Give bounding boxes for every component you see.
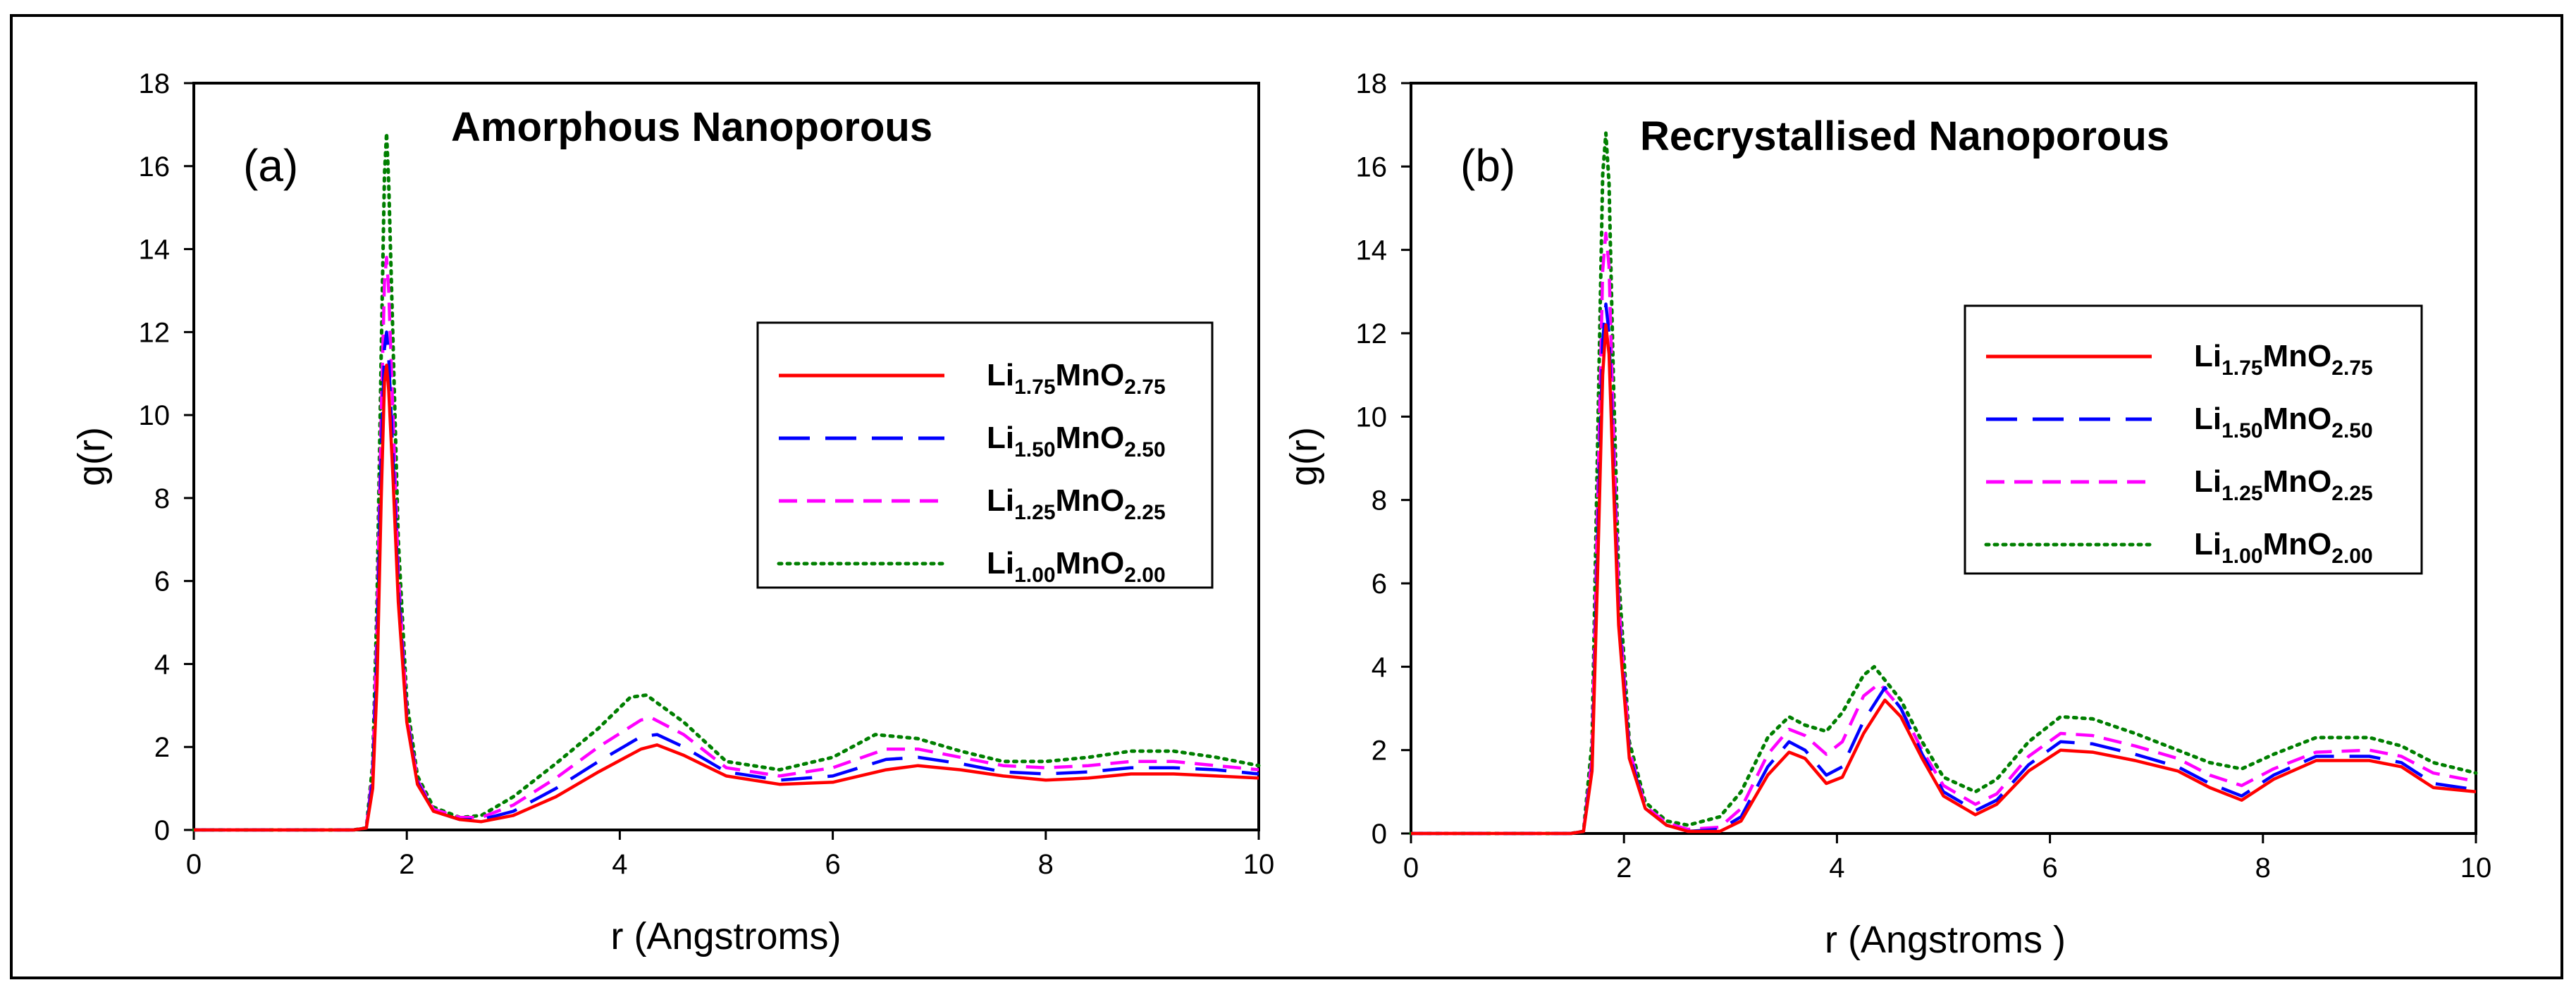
y-tick-label: 12	[139, 317, 171, 348]
legend-entry-label: Li1.50MnO2.50	[2194, 402, 2373, 442]
chart-title-a: Amorphous Nanoporous	[451, 104, 932, 150]
y-tick-label: 8	[154, 483, 170, 514]
y-axis-label-a: g(r)	[70, 427, 113, 486]
legend-b: Li1.75MnO2.75 Li1.50MnO2.50 Li1.25MnO2.25 L…	[1964, 304, 2423, 575]
x-axis-label-a: r (Angstroms)	[610, 915, 841, 957]
chart-title-b: Recrystallised Nanoporous	[1640, 113, 2169, 159]
y-tick-label: 8	[1372, 485, 1387, 516]
y-tick-label: 10	[139, 400, 171, 431]
legend-box-a	[756, 321, 1214, 589]
y-tick-label: 14	[139, 235, 171, 266]
y-tick-label: 14	[1356, 235, 1388, 266]
series-line-li1-75mno2-75	[1411, 323, 2477, 836]
x-tick-label: 2	[399, 849, 414, 880]
y-tick-label: 12	[1356, 318, 1388, 349]
series-line-li1-00mno2-00	[1409, 131, 2478, 836]
panel-b: 0 2 4 6 8 10 0 2 4 6 8 10 12 14 16 18 (b) Recrystallise…	[1283, 68, 2491, 961]
legend-entry-label: Li1.75MnO2.75	[987, 358, 1166, 399]
panel-label-b: (b)	[1460, 140, 1515, 191]
axis-ticks-b: 0 2 4 6 8 10 0 2 4 6 8 10 12 14 16 18	[1356, 68, 2492, 884]
y-tick-label: 6	[154, 566, 170, 597]
legend-box-b	[1964, 304, 2423, 575]
y-tick-label: 4	[1372, 652, 1387, 683]
legend-entry-label: Li1.25MnO2.25	[2194, 464, 2373, 505]
series-line-li1-50mno2-50	[1411, 302, 2477, 836]
panel-a: 0 2 4 6 8 10 0 2 4 6 8 10 12 14 16 18 (a) Amorphous Nan…	[70, 68, 1274, 957]
legend-entry-label: Li1.50MnO2.50	[987, 421, 1166, 461]
series-lines-a	[192, 131, 1261, 832]
y-tick-label: 10	[1356, 402, 1388, 433]
y-tick-label: 2	[154, 732, 170, 763]
legend-entry-label: Li1.00MnO2.00	[2194, 527, 2373, 568]
series-lines-b	[1409, 131, 2478, 836]
legend-entry-label: Li1.00MnO2.00	[987, 546, 1166, 587]
x-tick-label: 4	[1829, 852, 1844, 884]
series-line-li1-25mno2-25	[1411, 231, 2477, 836]
x-tick-label: 6	[2042, 852, 2057, 884]
y-tick-label: 0	[1372, 819, 1387, 850]
y-axis-label-b: g(r)	[1283, 427, 1325, 486]
legend-entry-label: Li1.75MnO2.75	[2194, 339, 2373, 380]
x-tick-label: 8	[2255, 852, 2271, 884]
x-tick-label: 8	[1038, 849, 1054, 880]
x-tick-label: 4	[612, 849, 627, 880]
y-tick-label: 18	[1356, 68, 1388, 99]
x-tick-label: 0	[186, 849, 202, 880]
x-tick-label: 2	[1616, 852, 1632, 884]
x-axis-label-b: r (Angstroms )	[1825, 919, 2066, 961]
x-tick-label: 10	[2460, 852, 2492, 884]
y-tick-label: 6	[1372, 569, 1387, 600]
x-tick-label: 10	[1243, 849, 1275, 880]
x-tick-label: 0	[1403, 852, 1419, 884]
panel-label-a: (a)	[243, 140, 298, 191]
series-line-li1-75mno2-75	[194, 364, 1259, 832]
series-line-li1-00mno2-00	[192, 131, 1261, 832]
y-tick-label: 2	[1372, 736, 1387, 767]
x-tick-label: 6	[825, 849, 840, 880]
axis-ticks-a: 0 2 4 6 8 10 0 2 4 6 8 10 12 14 16 18	[139, 68, 1275, 880]
y-tick-label: 18	[139, 68, 171, 99]
legend-entry-label: Li1.25MnO2.25	[987, 483, 1166, 524]
y-tick-label: 16	[1356, 151, 1388, 182]
y-tick-label: 0	[154, 815, 170, 846]
legend-a: Li1.75MnO2.75 Li1.50MnO2.50 Li1.25MnO2.25 L…	[756, 321, 1214, 589]
y-tick-label: 16	[139, 151, 171, 182]
y-tick-label: 4	[154, 649, 170, 680]
